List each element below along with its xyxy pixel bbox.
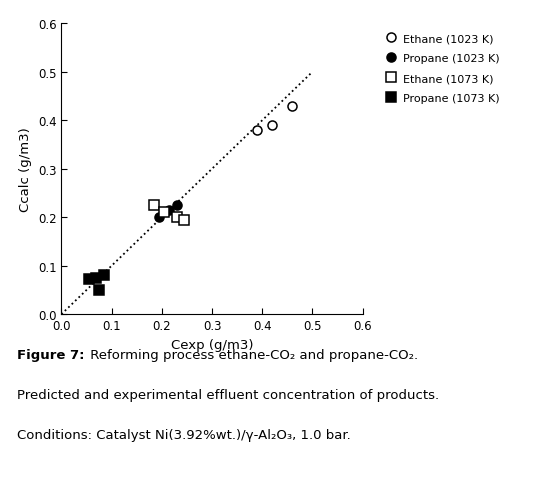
Text: Reforming process ethane-CO₂ and propane-CO₂.: Reforming process ethane-CO₂ and propane… [86,348,418,362]
Y-axis label: Ccalc (g/m3): Ccalc (g/m3) [20,127,32,212]
Text: Conditions: Catalyst Ni(3.92%wt.)/γ-Al₂O₃, 1.0 bar.: Conditions: Catalyst Ni(3.92%wt.)/γ-Al₂O… [17,428,350,441]
Text: Predicted and experimental effluent concentration of products.: Predicted and experimental effluent conc… [17,388,439,401]
Legend: Ethane (1023 K), Propane (1023 K), Ethane (1073 K), Propane (1073 K): Ethane (1023 K), Propane (1023 K), Ethan… [381,30,504,108]
X-axis label: Cexp (g/m3): Cexp (g/m3) [171,338,253,351]
Text: Figure 7:: Figure 7: [17,348,84,362]
